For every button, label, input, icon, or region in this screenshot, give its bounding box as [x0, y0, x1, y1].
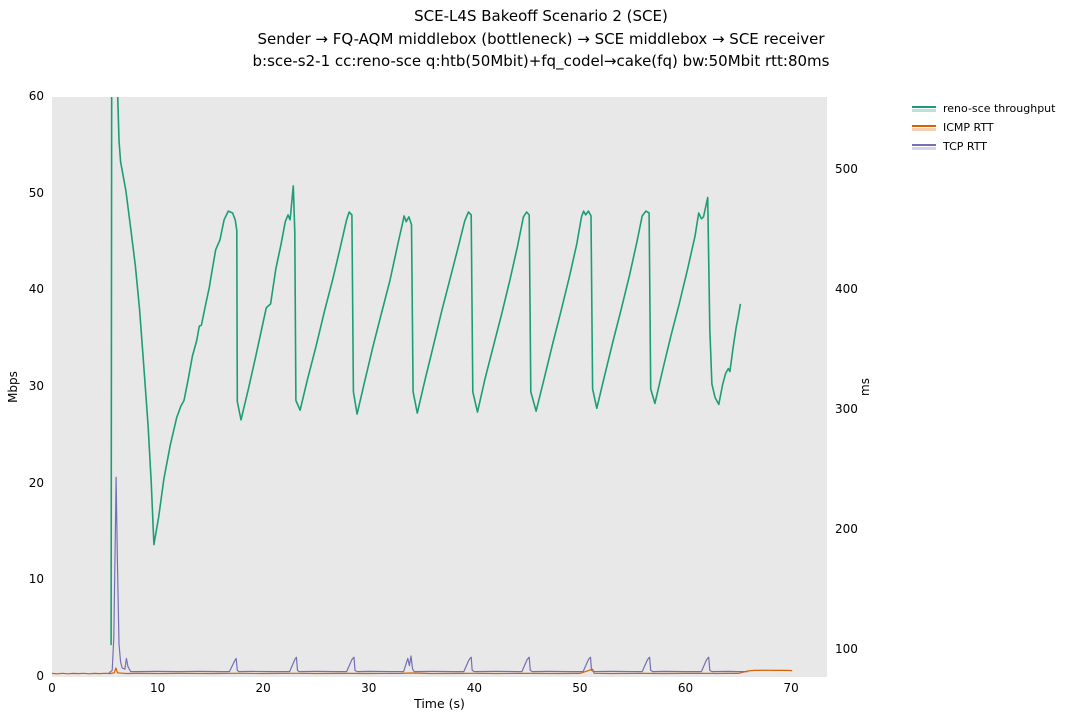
- ytick-label-left: 40: [28, 282, 44, 297]
- chart-title: SCE-L4S Bakeoff Scenario 2 (SCE): [414, 7, 668, 25]
- legend-entry-throughput: reno-sce throughput: [912, 99, 1055, 118]
- ytick-label-left: 0: [36, 669, 44, 683]
- xtick-label: 0: [48, 681, 56, 695]
- legend-label: reno-sce throughput: [943, 102, 1056, 115]
- ytick-label-right: 400: [835, 282, 858, 297]
- chart-subtitle: Sender → FQ-AQM middlebox (bottleneck) →…: [257, 29, 825, 48]
- xtick-label: 20: [255, 681, 271, 695]
- xtick-label: 60: [677, 681, 694, 695]
- legend-line-icon: [912, 143, 936, 150]
- legend-entry-tcp-rtt: TCP RTT: [912, 137, 1055, 156]
- ytick-label-left: 60: [28, 89, 44, 103]
- plot-canvas: [52, 97, 793, 675]
- xtick-label: 30: [361, 681, 377, 695]
- ytick-label-right: 100: [835, 642, 858, 656]
- xtick-label: 40: [466, 681, 482, 695]
- x-axis-label: Time (s): [414, 696, 465, 711]
- legend-line-icon: [912, 124, 936, 131]
- ytick-label-right: 200: [835, 522, 858, 537]
- legend-label: TCP RTT: [943, 140, 987, 153]
- chart-subtitle-2: b:sce-s2-1 cc:reno-sce q:htb(50Mbit)+fq_…: [252, 52, 830, 70]
- legend-entry-icmp-rtt: ICMP RTT: [912, 118, 1055, 137]
- legend-label: ICMP RTT: [943, 121, 994, 134]
- series-icmp-rtt: [52, 667, 793, 675]
- ytick-label-right: 300: [835, 402, 858, 417]
- ytick-label-right: 500: [835, 162, 858, 177]
- title-block: SCE-L4S Bakeoff Scenario 2 (SCE) Sender …: [0, 5, 1082, 73]
- ytick-label-left: 50: [28, 185, 44, 200]
- ytick-label-left: 30: [28, 379, 44, 393]
- legend-line-icon: [912, 105, 936, 112]
- xtick-label: 10: [149, 681, 166, 695]
- y-left-axis-label: Mbps: [6, 371, 20, 403]
- ytick-label-left: 10: [28, 572, 44, 587]
- ytick-label-left: 20: [28, 475, 44, 490]
- legend: reno-sce throughput ICMP RTT TCP RTT: [912, 99, 1055, 156]
- xtick-label: 70: [783, 681, 799, 695]
- series-tcp-rtt: [108, 476, 748, 674]
- xtick-label: 50: [572, 681, 588, 695]
- plot-area: [52, 97, 827, 677]
- series-reno-sce-throughput: [110, 97, 742, 646]
- y-right-axis-label: ms: [858, 378, 872, 396]
